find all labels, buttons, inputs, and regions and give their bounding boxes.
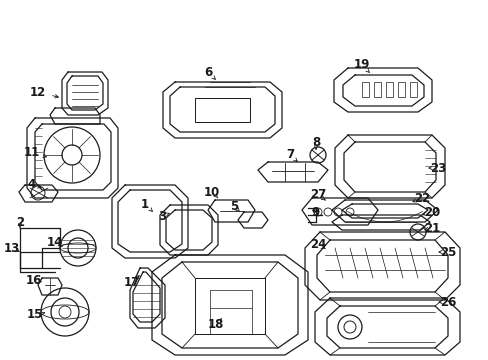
Text: 21: 21 — [423, 221, 439, 234]
Text: 16: 16 — [26, 274, 42, 287]
Text: 4: 4 — [28, 177, 36, 190]
Text: 11: 11 — [24, 145, 40, 158]
Text: 27: 27 — [309, 189, 325, 202]
Bar — [385, 82, 392, 97]
Text: 8: 8 — [311, 135, 320, 148]
Text: 20: 20 — [423, 206, 439, 219]
Text: 6: 6 — [203, 66, 212, 78]
Bar — [361, 82, 368, 97]
Text: 23: 23 — [429, 162, 445, 175]
Bar — [397, 82, 404, 97]
Text: 15: 15 — [27, 309, 43, 321]
Text: 3: 3 — [158, 210, 166, 222]
Text: 10: 10 — [203, 185, 220, 198]
Circle shape — [337, 315, 361, 339]
Text: 13: 13 — [4, 242, 20, 255]
Circle shape — [60, 230, 96, 266]
Text: 18: 18 — [207, 319, 224, 332]
Text: 26: 26 — [439, 296, 455, 309]
Text: 14: 14 — [47, 235, 63, 248]
Text: 24: 24 — [309, 238, 325, 252]
Bar — [409, 82, 416, 97]
Text: 25: 25 — [439, 246, 455, 258]
Text: 22: 22 — [413, 192, 429, 204]
Text: 7: 7 — [285, 148, 293, 162]
Text: 12: 12 — [30, 85, 46, 99]
Text: 1: 1 — [141, 198, 149, 211]
Bar — [195, 98, 249, 122]
Text: 17: 17 — [123, 275, 140, 288]
Text: 9: 9 — [310, 206, 319, 219]
Text: 5: 5 — [229, 199, 238, 212]
Bar — [373, 82, 380, 97]
Text: 2: 2 — [16, 216, 24, 229]
Text: 19: 19 — [353, 58, 369, 72]
